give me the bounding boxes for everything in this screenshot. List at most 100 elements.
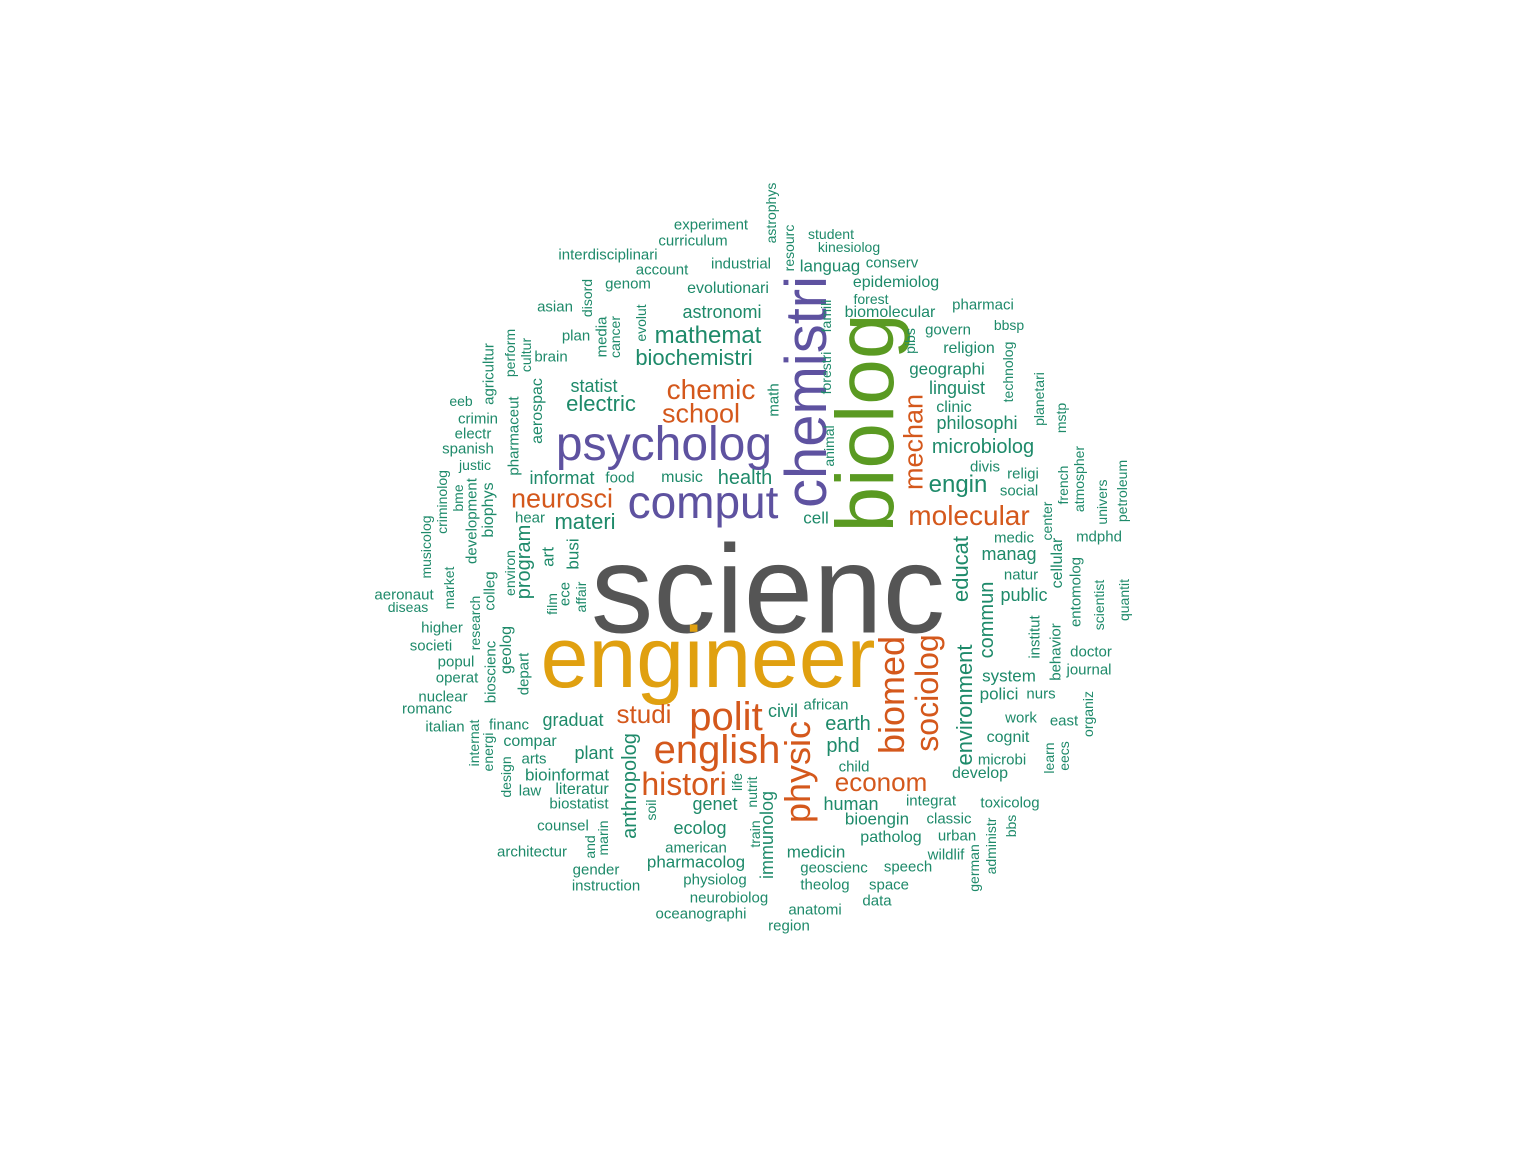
cloud-word: depart — [515, 652, 533, 696]
cloud-word: energi — [480, 732, 496, 772]
cloud-word: eeb — [449, 393, 473, 409]
cloud-word: child — [838, 758, 870, 776]
cloud-word: arts — [521, 750, 547, 768]
cloud-word: architectur — [496, 843, 568, 861]
cloud-word: bioscienc — [482, 640, 500, 704]
cloud-word: polit — [689, 695, 763, 739]
cloud-word: train — [747, 820, 763, 848]
cloud-word: development — [463, 478, 481, 564]
cloud-word: student — [808, 226, 854, 242]
cloud-word: biomolecular — [844, 304, 936, 321]
cloud-word: region — [768, 917, 810, 935]
cloud-word: environ — [502, 550, 518, 596]
cloud-word: math — [765, 383, 783, 417]
cloud-word: eecs — [1056, 741, 1072, 771]
cloud-word: hear — [514, 509, 546, 527]
cloud-word: pibs — [902, 328, 918, 354]
cloud-word: affair — [573, 581, 589, 613]
cloud-word: american — [665, 839, 727, 857]
cloud-word: food — [605, 469, 635, 487]
cloud-word: health — [717, 467, 773, 489]
cloud-word: asian — [537, 298, 573, 316]
cloud-word: administr — [983, 817, 999, 875]
cloud-word: educat — [948, 535, 973, 603]
cloud-word: forestri — [818, 351, 834, 395]
cloud-word: societi — [409, 637, 453, 655]
cloud-word: cognit — [986, 729, 1030, 746]
cloud-word: design — [498, 756, 514, 798]
cloud-word: diseas — [387, 599, 429, 615]
cloud-word: cellular — [1049, 537, 1066, 589]
cloud-word: ecolog — [673, 818, 727, 838]
cloud-word: engineer — [540, 610, 876, 706]
cloud-word: scienc — [590, 520, 946, 660]
cloud-word: astrophys — [763, 182, 779, 244]
cloud-word: school — [661, 398, 741, 429]
cloud-word: research — [467, 595, 483, 651]
cloud-word: patholog — [860, 829, 922, 846]
cloud-word: bbsp — [993, 317, 1025, 333]
cloud-word: law — [518, 782, 542, 800]
cloud-word: art — [538, 547, 558, 567]
cloud-word: cultur — [518, 337, 534, 373]
cloud-word: entomolog — [1067, 556, 1085, 628]
cloud-word: medic — [993, 529, 1035, 547]
cloud-word: anthropolog — [619, 733, 641, 839]
cloud-word: bioinformat — [524, 765, 610, 785]
cloud-word: mechan — [898, 393, 929, 491]
cloud-word: phd — [826, 735, 860, 757]
cloud-word: institut — [1026, 615, 1044, 659]
cloud-word: clinic — [936, 399, 972, 416]
cloud-word: biochemistri — [635, 345, 753, 370]
cloud-word: natur — [1003, 566, 1039, 584]
cloud-word: gender — [572, 861, 620, 879]
cloud-word: studi — [616, 699, 672, 729]
cloud-word: compar — [503, 733, 557, 750]
cloud-word: informat — [529, 468, 595, 488]
cloud-word: evolut — [633, 304, 649, 342]
cloud-word: speech — [883, 858, 933, 876]
cloud-word: colleg — [481, 571, 499, 611]
cloud-word: counsel — [537, 817, 589, 835]
cloud-word: mathemat — [654, 322, 762, 349]
cloud-word: govern — [925, 321, 971, 339]
cloud-word: popul — [437, 653, 475, 671]
cloud-word: neurobiolog — [689, 889, 769, 907]
cloud-word: criminolog — [434, 470, 450, 534]
cloud-word: space — [868, 876, 910, 894]
cloud-word: atmospher — [1071, 445, 1087, 513]
cloud-word: behavior — [1047, 623, 1065, 681]
cloud-word: work — [1005, 709, 1037, 727]
cloud-word: oceanographi — [655, 905, 747, 923]
cloud-word: instruction — [571, 877, 641, 895]
cloud-word: famili — [818, 299, 834, 333]
cloud-word: technolog — [1000, 341, 1016, 403]
cloud-word: film — [544, 593, 560, 615]
cloud-word: perform — [502, 328, 518, 378]
cloud-word: industrial — [710, 255, 772, 273]
cloud-word: african — [803, 696, 849, 714]
cloud-word: statist — [570, 376, 618, 396]
cloud-word: life — [729, 773, 745, 791]
cloud-word: engin — [928, 471, 988, 498]
cloud-word: conserv — [865, 254, 919, 272]
cloud-word: doctor — [1070, 643, 1112, 661]
cloud-word: sociolog — [909, 634, 945, 752]
cloud-word: physic — [777, 720, 818, 824]
cloud-word: nutrit — [744, 776, 760, 808]
cloud-word: italian — [425, 718, 465, 736]
cloud-word: commun — [976, 581, 998, 659]
cloud-word: religion — [943, 340, 995, 357]
cloud-word: account — [635, 261, 689, 279]
cloud-word: experiment — [673, 216, 749, 234]
cloud-word: pharmaceut — [505, 396, 523, 476]
cloud-word: music — [661, 469, 703, 486]
cloud-word: theolog — [800, 876, 850, 894]
cloud-word: aeronaut — [374, 586, 434, 604]
cloud-word: philosophi — [936, 413, 1018, 433]
cloud-word: social — [999, 482, 1039, 500]
cloud-word: wildlif — [927, 846, 965, 864]
cloud-word: disord — [579, 278, 595, 318]
cloud-word: environment — [952, 644, 977, 766]
